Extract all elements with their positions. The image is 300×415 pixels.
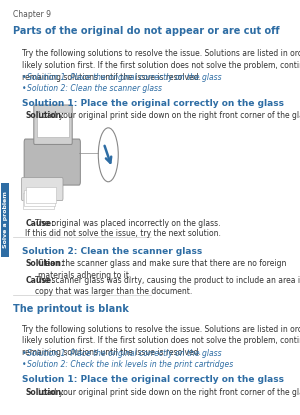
Text: Solution:: Solution: [26,259,64,268]
Text: Load your original print side down on the right front corner of the glass.: Load your original print side down on th… [38,388,300,397]
FancyBboxPatch shape [26,187,56,203]
Text: Clean the scanner glass and make sure that there are no foreign
materials adheri: Clean the scanner glass and make sure th… [38,259,287,280]
Text: Parts of the original do not appear or are cut off: Parts of the original do not appear or a… [13,26,280,36]
Text: Solution 1: Place the original correctly on the glass: Solution 1: Place the original correctly… [22,99,284,108]
FancyBboxPatch shape [23,193,54,209]
Text: •: • [22,349,27,359]
Text: •: • [22,360,27,369]
FancyBboxPatch shape [37,112,69,137]
Text: The scanner glass was dirty, causing the product to include an area in the
copy : The scanner glass was dirty, causing the… [35,276,300,296]
Text: Solution:: Solution: [26,111,64,120]
Text: The printout is blank: The printout is blank [13,304,129,314]
Text: Solution 1: Place the original correctly on the glass: Solution 1: Place the original correctly… [27,349,221,359]
Text: Try the following solutions to resolve the issue. Solutions are listed in order,: Try the following solutions to resolve t… [22,325,300,357]
Text: If this did not solve the issue, try the next solution.: If this did not solve the issue, try the… [26,229,221,238]
Text: Solution:: Solution: [26,388,64,397]
FancyBboxPatch shape [24,139,80,185]
Text: Solution 1: Place the original correctly on the glass: Solution 1: Place the original correctly… [22,375,284,384]
Text: Cause:: Cause: [26,276,55,285]
FancyBboxPatch shape [24,190,55,206]
Text: Chapter 9: Chapter 9 [13,10,51,20]
Circle shape [98,128,118,182]
Text: Load your original print side down on the right front corner of the glass.: Load your original print side down on th… [38,111,300,120]
Text: The original was placed incorrectly on the glass.: The original was placed incorrectly on t… [35,219,221,228]
Text: •: • [22,84,27,93]
FancyBboxPatch shape [34,105,72,144]
Text: •: • [22,73,27,82]
Text: Try the following solutions to resolve the issue. Solutions are listed in order,: Try the following solutions to resolve t… [22,49,300,82]
Text: Solution 2: Clean the scanner glass: Solution 2: Clean the scanner glass [27,84,162,93]
Text: Cause:: Cause: [26,219,55,228]
Text: Solution 2: Check the ink levels in the print cartridges: Solution 2: Check the ink levels in the … [27,360,233,369]
Text: Solution 1: Place the original correctly on the glass: Solution 1: Place the original correctly… [27,73,221,82]
FancyBboxPatch shape [1,183,9,257]
Text: Solve a problem: Solve a problem [2,191,8,249]
Text: Solution 2: Clean the scanner glass: Solution 2: Clean the scanner glass [22,247,203,256]
FancyBboxPatch shape [22,178,63,200]
